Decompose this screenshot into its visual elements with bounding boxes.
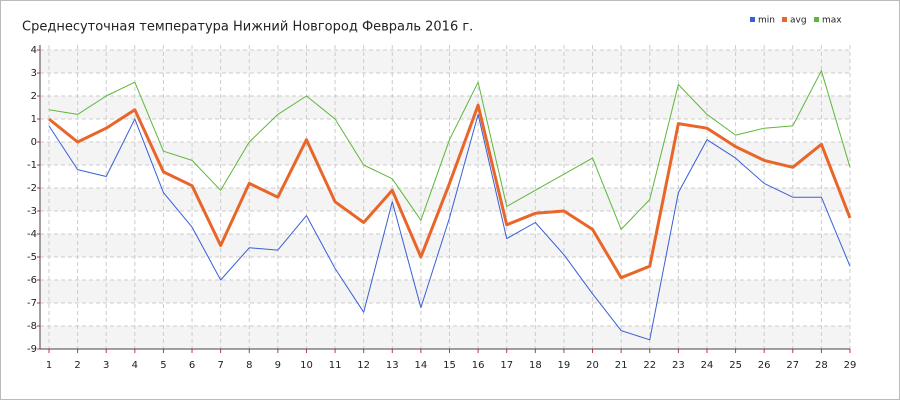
x-tick-label: 12 <box>357 360 370 371</box>
y-tick-label: -9 <box>27 344 37 355</box>
band <box>40 280 850 303</box>
x-tick-label: 26 <box>758 360 771 371</box>
x-tick-label: 7 <box>217 360 223 371</box>
x-tick-label: 4 <box>132 360 138 371</box>
legend-label: min <box>758 16 775 26</box>
y-tick-label: -8 <box>27 321 37 332</box>
y-tick-label: 0 <box>31 137 37 148</box>
y-tick-label: 4 <box>31 45 37 56</box>
y-tick-label: -3 <box>27 206 37 217</box>
y-tick-label: -5 <box>27 252 37 263</box>
x-tick-label: 22 <box>643 360 656 371</box>
x-tick-label: 6 <box>189 360 195 371</box>
y-tick-label: -4 <box>27 229 37 240</box>
legend-swatch <box>750 17 755 22</box>
x-tick-label: 27 <box>786 360 799 371</box>
x-tick-label: 3 <box>103 360 109 371</box>
x-tick-label: 9 <box>275 360 281 371</box>
legend-swatch <box>782 17 787 22</box>
x-tick-label: 23 <box>672 360 685 371</box>
line-series <box>48 103 852 280</box>
x-tick-label: 8 <box>246 360 252 371</box>
x-tick-label: 24 <box>701 360 714 371</box>
x-tick-label: 25 <box>729 360 742 371</box>
x-tick-label: 19 <box>558 360 571 371</box>
x-tick-label: 11 <box>329 360 342 371</box>
legend-swatch <box>814 17 819 22</box>
x-tick-label: 1 <box>46 360 52 371</box>
x-tick-label: 13 <box>386 360 399 371</box>
x-tick-label: 20 <box>586 360 599 371</box>
y-tick-label: 3 <box>31 68 37 79</box>
x-tick-label: 5 <box>160 360 166 371</box>
y-tick-label: 2 <box>31 91 37 102</box>
y-tick-label: -6 <box>27 275 37 286</box>
band <box>40 50 850 73</box>
band <box>40 234 850 257</box>
line-series <box>48 113 851 341</box>
y-tick-label: -1 <box>27 160 37 171</box>
x-tick-label: 10 <box>300 360 313 371</box>
band <box>40 188 850 211</box>
x-tick-label: 29 <box>844 360 857 371</box>
x-tick-label: 15 <box>443 360 456 371</box>
legend-label: avg <box>790 16 807 26</box>
x-tick-label: 21 <box>615 360 628 371</box>
band <box>40 326 850 349</box>
y-tick-label: -2 <box>27 183 37 194</box>
legend-label: max <box>822 16 842 26</box>
line-series <box>48 70 851 230</box>
x-tick-label: 17 <box>500 360 513 371</box>
x-tick-label: 2 <box>74 360 80 371</box>
x-tick-label: 16 <box>472 360 485 371</box>
x-tick-label: 28 <box>815 360 828 371</box>
band <box>40 96 850 119</box>
chart-title: Среднесуточная температура Нижний Новгор… <box>22 20 473 35</box>
x-tick-label: 18 <box>529 360 542 371</box>
y-tick-label: -7 <box>27 298 37 309</box>
y-tick-label: 1 <box>31 114 37 125</box>
x-tick-label: 14 <box>415 360 428 371</box>
